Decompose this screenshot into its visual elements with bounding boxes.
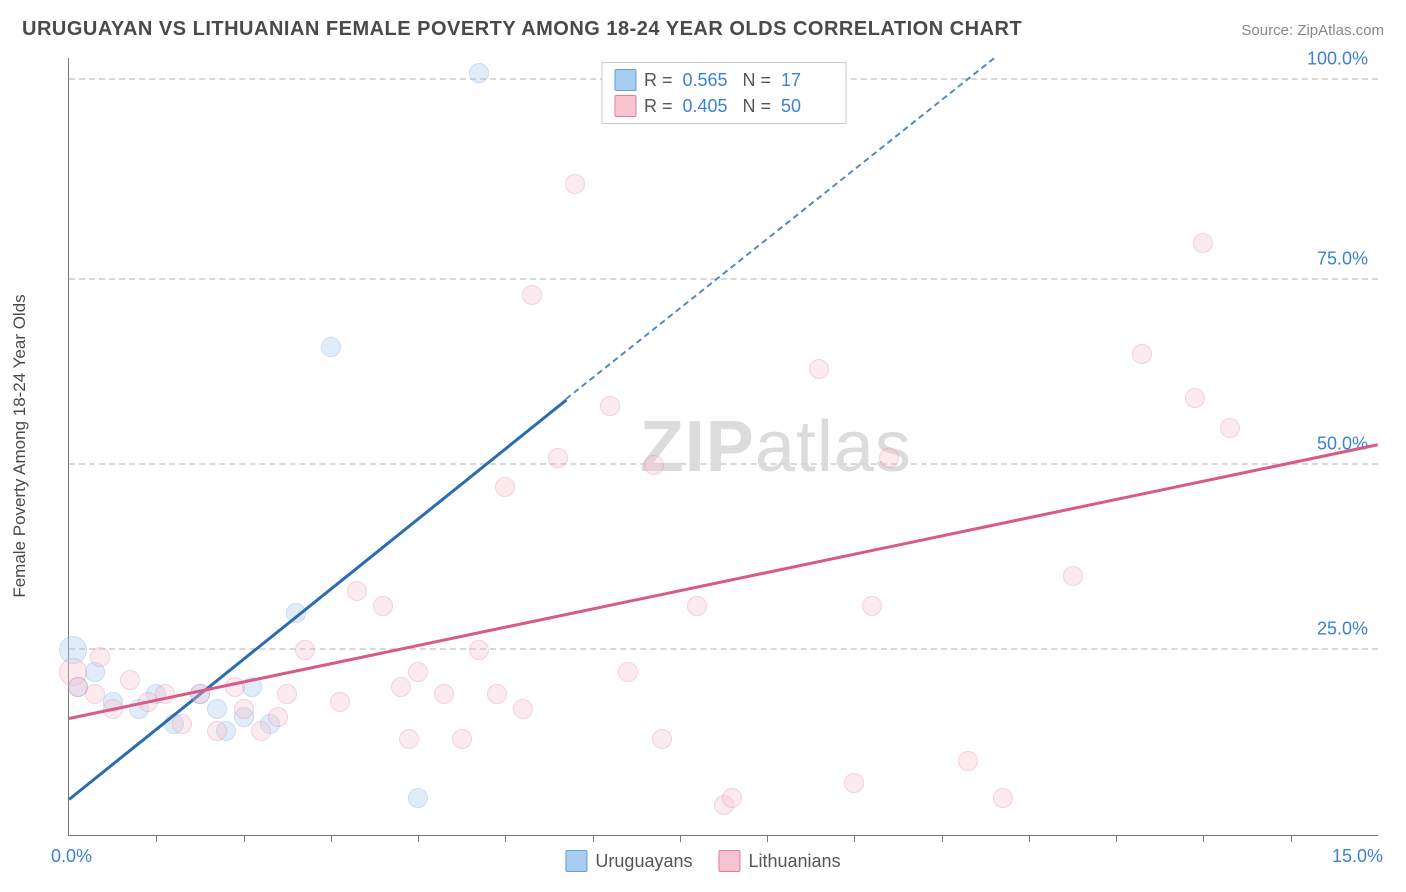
data-point [321,337,341,357]
x-tick [593,835,594,842]
data-point [600,396,620,416]
data-point [469,640,489,660]
watermark: ZIPatlas [640,406,912,488]
series-label: Lithuanians [748,851,840,872]
data-point [522,285,542,305]
n-value: 17 [781,70,833,91]
data-point [277,684,297,704]
legend-swatch [614,69,636,91]
gridline [69,463,1378,465]
data-point [809,359,829,379]
data-point [295,640,315,660]
x-tick [1291,835,1292,842]
data-point [652,729,672,749]
r-label: R = [644,70,673,91]
data-point [844,773,864,793]
data-point [347,581,367,601]
legend-swatch [565,850,587,872]
series-legend-item: Uruguayans [565,850,692,872]
x-tick [1203,835,1204,842]
series-legend-item: Lithuanians [718,850,840,872]
x-tick [942,835,943,842]
x-tick [244,835,245,842]
n-label: N = [743,70,772,91]
data-point [90,647,110,667]
r-label: R = [644,96,673,117]
x-tick [505,835,506,842]
data-point [469,63,489,83]
r-value: 0.405 [683,96,735,117]
y-axis-label: Female Poverty Among 18-24 Year Olds [10,294,30,597]
x-axis-min-label: 0.0% [51,846,92,867]
data-point [399,729,419,749]
x-tick [1029,835,1030,842]
source-attribution: Source: ZipAtlas.com [1241,22,1384,39]
data-point [408,788,428,808]
x-tick [331,835,332,842]
data-point [958,751,978,771]
y-tick-label: 25.0% [1317,619,1368,640]
plot-area: ZIPatlas R =0.565N =17R =0.405N =50 0.0%… [68,58,1378,836]
x-tick [156,835,157,842]
data-point [495,477,515,497]
data-point [234,699,254,719]
data-point [85,684,105,704]
data-point [1132,344,1152,364]
data-point [172,714,192,734]
gridline [69,648,1378,650]
data-point [687,596,707,616]
data-point [548,448,568,468]
x-tick [854,835,855,842]
stats-legend: R = 0.565 N = 17 R = 0.405 N = 50 [601,62,846,124]
y-tick-label: 75.0% [1317,249,1368,270]
data-point [879,448,899,468]
data-point [373,596,393,616]
data-point [565,174,585,194]
data-point [391,677,411,697]
data-point [330,692,350,712]
data-point [513,699,533,719]
legend-swatch [614,95,636,117]
data-point [487,684,507,704]
stats-legend-row: R = 0.405 N = 50 [614,93,833,119]
data-point [1185,388,1205,408]
header: URUGUAYAN VS LITHUANIAN FEMALE POVERTY A… [22,18,1384,41]
data-point [452,729,472,749]
y-tick-label: 100.0% [1307,49,1368,70]
data-point [644,455,664,475]
data-point [722,788,742,808]
x-tick [1116,835,1117,842]
data-point [251,721,271,741]
legend-swatch [718,850,740,872]
r-value: 0.565 [683,70,735,91]
gridline [69,278,1378,280]
stats-legend-row: R = 0.565 N = 17 [614,67,833,93]
data-point [618,662,638,682]
series-legend: Uruguayans Lithuanians [565,850,840,872]
data-point [268,707,288,727]
x-tick [680,835,681,842]
chart-title: URUGUAYAN VS LITHUANIAN FEMALE POVERTY A… [22,18,1022,41]
data-point [1063,566,1083,586]
data-point [1220,418,1240,438]
n-label: N = [743,96,772,117]
data-point [207,721,227,741]
x-tick [767,835,768,842]
data-point [207,699,227,719]
n-value: 50 [781,96,833,117]
trend-line [69,443,1379,720]
data-point [434,684,454,704]
data-point [120,670,140,690]
chart-container: URUGUAYAN VS LITHUANIAN FEMALE POVERTY A… [0,0,1406,892]
trend-line [68,399,567,801]
series-label: Uruguayans [595,851,692,872]
data-point [408,662,428,682]
data-point [1193,233,1213,253]
data-point [862,596,882,616]
data-point [993,788,1013,808]
x-tick [418,835,419,842]
x-axis-max-label: 15.0% [1332,846,1383,867]
